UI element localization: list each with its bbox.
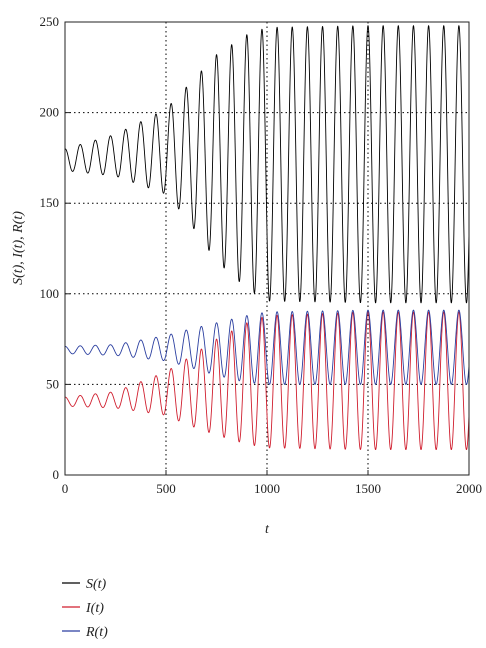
series-lines [64, 25, 470, 451]
y-tick-label: 50 [46, 376, 59, 391]
x-tick-label: 500 [156, 481, 176, 496]
x-tick-label: 2000 [456, 481, 482, 496]
legend: S(t) I(t) R(t) [62, 577, 108, 640]
ticks: 0 50 100 150 200 250 0 500 1000 1500 2000 [40, 14, 483, 496]
y-tick-label: 200 [40, 105, 60, 120]
legend-label-r: R(t) [85, 625, 108, 640]
legend-item-r: R(t) [62, 625, 108, 640]
x-tick-label: 0 [62, 481, 69, 496]
y-tick-label: 150 [40, 195, 60, 210]
x-axis-title: t [265, 522, 270, 537]
y-axis-title: S(t), I(t), R(t) [11, 211, 26, 285]
legend-label-s: S(t) [86, 577, 107, 592]
series-line-r [64, 309, 470, 385]
y-tick-label: 0 [53, 467, 60, 482]
y-tick-label: 250 [40, 14, 60, 29]
series-line-i [64, 311, 470, 451]
legend-item-s: S(t) [62, 577, 107, 592]
series-line-s [64, 25, 470, 304]
x-tick-label: 1000 [254, 481, 280, 496]
x-tick-label: 1500 [355, 481, 381, 496]
y-tick-label: 100 [40, 286, 60, 301]
legend-item-i: I(t) [62, 601, 104, 616]
legend-label-i: I(t) [85, 601, 104, 616]
